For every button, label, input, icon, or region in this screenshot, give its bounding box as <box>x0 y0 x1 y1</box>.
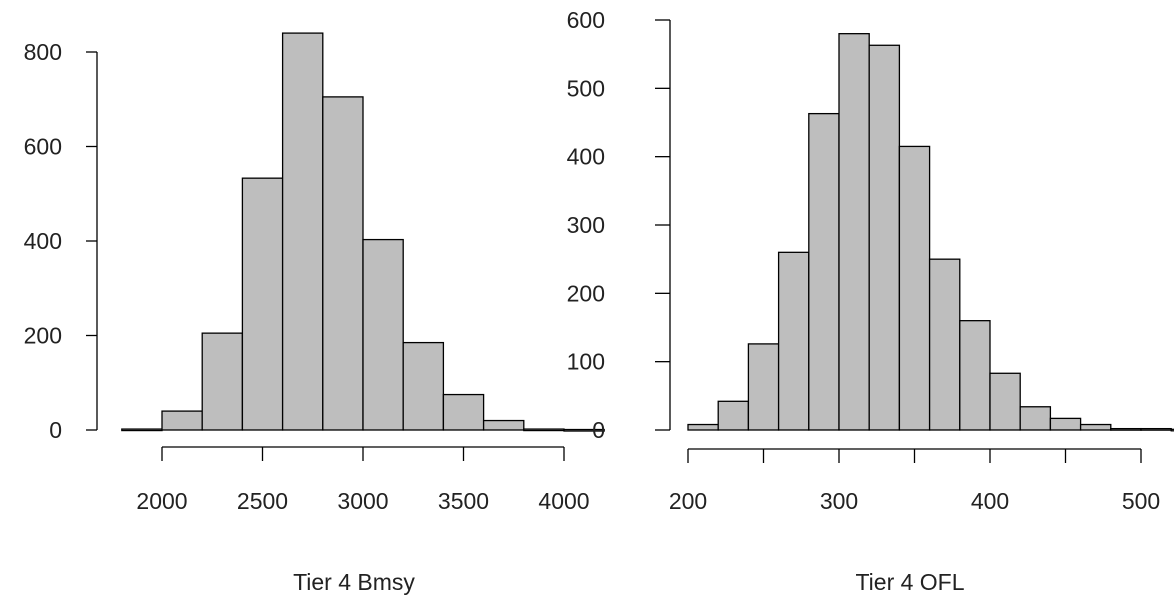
histogram-bar <box>1049 417 1082 431</box>
y-tick-label: 200 <box>567 280 605 306</box>
histogram-bar <box>482 419 525 431</box>
y-tick-label: 800 <box>24 39 62 65</box>
y-tick-label: 600 <box>24 134 62 160</box>
histogram-bar <box>687 423 719 431</box>
histogram-bar <box>1079 423 1112 431</box>
x-tick-label: 400 <box>971 488 1009 514</box>
histogram-bar <box>898 145 931 431</box>
histogram-bar <box>868 44 901 431</box>
x-tick-label: 200 <box>669 488 707 514</box>
histogram-bar <box>1110 427 1142 431</box>
y-tick-label: 400 <box>24 228 62 254</box>
histogram-bar <box>523 428 565 432</box>
y-tick-label: 500 <box>567 75 605 101</box>
y-tick-label: 300 <box>567 212 605 238</box>
histogram-bar <box>563 428 605 432</box>
ofl-histogram-panel: 0 100 200 300 400 500 600 200 300 400 500 Tier 4 OF… <box>567 7 1174 595</box>
histogram-bar <box>1170 428 1174 432</box>
x-tick-label: 3000 <box>337 488 388 514</box>
histogram-bar <box>838 33 870 431</box>
histogram-bar <box>322 96 364 431</box>
histogram-bar <box>928 258 961 431</box>
y-tick-label: 100 <box>567 349 605 375</box>
y-tick-label: 200 <box>24 323 62 349</box>
histogram-bar <box>402 341 445 431</box>
histogram-bar <box>442 393 485 431</box>
x-tick-label: 300 <box>820 488 858 514</box>
x-axis-title: Tier 4 OFL <box>855 569 964 595</box>
histogram-bar <box>161 410 203 431</box>
y-tick-label: 600 <box>567 7 605 33</box>
y-tick-label: 400 <box>567 144 605 170</box>
histogram-bar <box>121 428 163 432</box>
x-tick-label: 500 <box>1122 488 1160 514</box>
histogram-bar <box>201 332 244 431</box>
histogram-bar <box>747 343 780 431</box>
histogram-bar <box>1140 427 1172 431</box>
histogram-bar <box>241 177 284 431</box>
histogram-bar <box>362 238 404 431</box>
x-tick-label: 4000 <box>538 488 589 514</box>
histogram-bar <box>959 320 991 431</box>
y-tick-label: 0 <box>592 417 605 443</box>
x-tick-label: 2500 <box>237 488 288 514</box>
histogram-bar <box>281 32 324 431</box>
histogram-bar <box>989 372 1021 431</box>
y-tick-label: 0 <box>49 417 62 443</box>
x-tick-label: 2000 <box>136 488 187 514</box>
histogram-bar <box>1019 406 1052 431</box>
x-axis-title: Tier 4 Bmsy <box>293 569 415 595</box>
histogram-bar <box>777 251 810 431</box>
x-tick-label: 3500 <box>438 488 489 514</box>
histogram-bar <box>717 400 750 431</box>
histogram-bar <box>808 112 840 431</box>
